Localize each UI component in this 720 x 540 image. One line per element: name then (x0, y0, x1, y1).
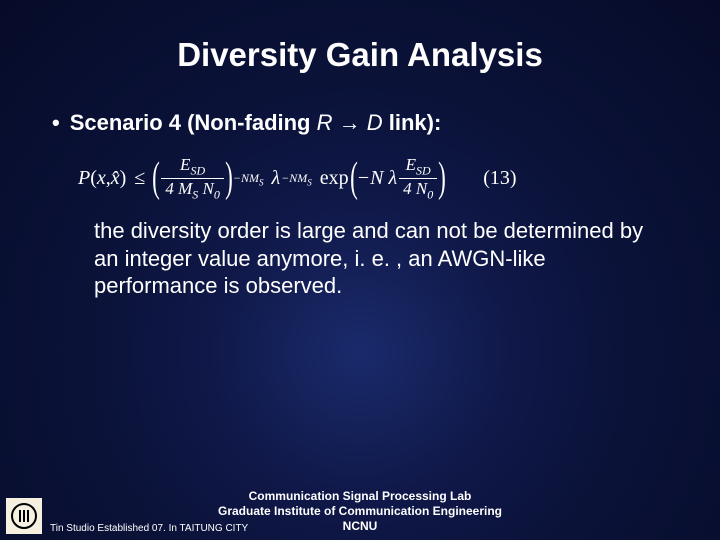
eq-open: ( (90, 167, 97, 190)
paren-close-1: ) (225, 161, 233, 197)
eq-close: ) (120, 167, 127, 190)
frac2-den-sub: 0 (427, 188, 433, 202)
frac1-num: E (180, 155, 190, 174)
paren-open-2: ( (350, 161, 358, 197)
bullet-var-r: R (317, 110, 333, 135)
logo-bars-icon (19, 510, 29, 522)
eq-frac1: ESD 4 MS N0 (161, 156, 224, 201)
footer-line2: Graduate Institute of Communication Engi… (0, 504, 720, 519)
eq-lambda: λ (271, 167, 280, 190)
eq-term1: ( ESD 4 MS N0 ) −NMS (153, 156, 263, 201)
eq-leq: ≤ (134, 167, 145, 190)
bullet-scenario: • Scenario 4 (Non-fading R → D link): (52, 110, 670, 136)
body-paragraph: the diversity order is large and can not… (94, 217, 650, 300)
frac2-den-a: 4 N (403, 179, 427, 198)
bullet-text: Scenario 4 (Non-fading R → D link): (70, 110, 442, 136)
eq-lhs: P ( x , x̂ ) (78, 167, 126, 190)
frac2-num: E (406, 155, 416, 174)
bullet-arrow: → (333, 110, 367, 135)
eq-xhat: x̂ (111, 167, 120, 190)
eq-term3: exp ( −N λ ESD 4 N0 ) (320, 156, 445, 201)
equation-13: P ( x , x̂ ) ≤ ( ESD 4 MS N0 ) −NMS λ −N… (78, 156, 670, 201)
institution-logo (6, 498, 42, 534)
eq-term2: λ −NMS (271, 167, 311, 190)
footer-subline: Tin Studio Established 07. In TAITUNG CI… (50, 523, 248, 534)
frac1-num-sub: SD (190, 164, 205, 178)
bullet-prefix: Scenario 4 (Non-fading (70, 110, 317, 135)
frac1-den-b: N (198, 179, 214, 198)
paren-open-1: ( (152, 161, 160, 197)
eq-exp-label: exp (320, 167, 349, 190)
frac1-den-b-sub: 0 (214, 188, 220, 202)
bullet-var-d: D (367, 110, 383, 135)
slide-container: Diversity Gain Analysis • Scenario 4 (No… (0, 0, 720, 540)
slide-title: Diversity Gain Analysis (50, 36, 670, 74)
frac2-num-sub: SD (416, 164, 431, 178)
equation-number: (13) (483, 167, 516, 190)
eq-frac2: ESD 4 N0 (399, 156, 437, 201)
eq-P: P (78, 167, 90, 190)
logo-circle-icon (11, 503, 37, 529)
eq-inner-prefix: −N λ (357, 167, 398, 190)
eq-exp1: −NMS (233, 171, 264, 187)
paren-close-2: ) (438, 161, 446, 197)
eq-exp2: −NMS (281, 171, 312, 187)
bullet-marker: • (52, 110, 60, 136)
bullet-suffix: link): (383, 110, 442, 135)
footer-line1: Communication Signal Processing Lab (0, 489, 720, 504)
frac1-den-a: 4 M (165, 179, 192, 198)
eq-x: x (97, 167, 106, 190)
